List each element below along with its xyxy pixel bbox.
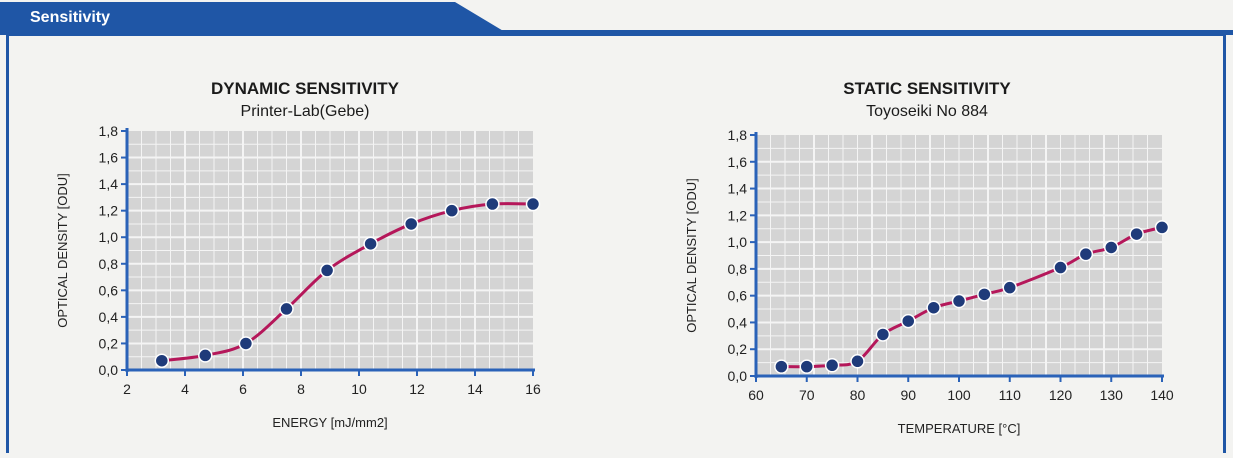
x-axis-label: ENERGY [mJ/mm2] [272,415,387,430]
y-tick-label: 1,2 [728,207,748,223]
data-point [1002,280,1017,295]
data-point [1154,220,1170,235]
data-point [403,216,419,232]
chart-subtitle: Printer-Lab(Gebe) [241,103,370,120]
x-tick-label: 16 [525,381,541,397]
y-axis-label: OPTICAL DENSITY [ODU] [684,178,699,333]
y-tick-label: 1,6 [728,154,748,170]
data-point [1053,260,1068,275]
data-point [799,359,814,374]
x-tick-label: 70 [799,387,815,403]
x-tick-label: 90 [900,387,916,403]
section-frame [6,33,1226,453]
data-point [926,300,941,315]
x-tick-label: 6 [239,381,247,397]
x-tick-label: 2 [123,381,131,397]
data-point [774,359,789,374]
chart-title: DYNAMIC SENSITIVITY [211,79,400,98]
x-tick-label: 120 [1049,387,1073,403]
y-tick-label: 1,0 [99,229,119,245]
y-tick-label: 1,2 [99,203,119,219]
data-point [238,336,254,351]
data-point [279,301,294,317]
y-tick-label: 0,6 [728,288,748,304]
data-point [850,354,865,369]
static-sensitivity-chart: 0,0 0,2 0,4 0,6 0,8 1,0 1,2 1,4 1,6 1,8 60 70 80 90 10… [684,79,1174,436]
data-point [485,196,500,212]
y-tick-label: 0,8 [99,256,119,272]
data-point [1104,240,1119,255]
data-point [1078,246,1094,262]
x-tick-label: 130 [1100,387,1124,403]
x-tick-label: 8 [297,381,305,397]
section-title: Sensitivity [30,9,111,26]
data-point [824,358,840,373]
section-header-band [0,2,1233,35]
x-tick-label: 80 [850,387,866,403]
y-tick-label: 1,6 [99,150,119,166]
x-tick-label: 140 [1150,387,1174,403]
x-tick-label: 10 [351,381,367,397]
x-tick-label: 110 [999,387,1022,403]
y-tick-label: 1,8 [728,127,748,143]
y-tick-label: 1,4 [728,181,748,197]
data-point [951,293,967,309]
data-point [901,313,916,329]
y-tick-label: 0,4 [728,314,748,330]
y-tick-label: 0,6 [99,282,119,298]
y-tick-label: 1,8 [99,123,119,139]
dynamic-sensitivity-chart: 0,0 0,2 0,4 0,6 0,8 1,0 1,2 1,4 1,6 1,8 2 4 6 8 10 12 14… [55,79,541,430]
data-point [154,353,170,368]
data-point [444,203,460,218]
data-point [977,287,992,302]
data-point [875,327,891,342]
y-tick-label: 0,2 [728,341,748,357]
x-tick-label: 100 [947,387,971,403]
chart-subtitle: Toyoseiki No 884 [866,103,988,120]
x-tick-label: 12 [409,381,425,397]
data-point [363,236,378,252]
y-tick-label: 0,8 [728,261,748,277]
y-tick-label: 0,4 [99,309,119,325]
y-tick-label: 1,0 [728,234,748,250]
series-line [161,202,534,363]
data-point [319,263,335,278]
x-tick-label: 14 [467,381,483,397]
y-tick-label: 0,0 [728,368,748,384]
y-tick-label: 0,2 [99,335,119,351]
data-point [1129,226,1144,242]
x-tick-label: 4 [181,381,189,397]
data-point [198,348,213,363]
y-tick-label: 1,4 [99,176,119,192]
y-tick-label: 0,0 [99,362,119,378]
chart-title: STATIC SENSITIVITY [843,79,1011,98]
x-axis-label: TEMPERATURE [°C] [898,421,1021,436]
y-axis-label: OPTICAL DENSITY [ODU] [55,173,70,328]
x-tick-label: 60 [748,387,764,403]
data-point [525,196,541,212]
